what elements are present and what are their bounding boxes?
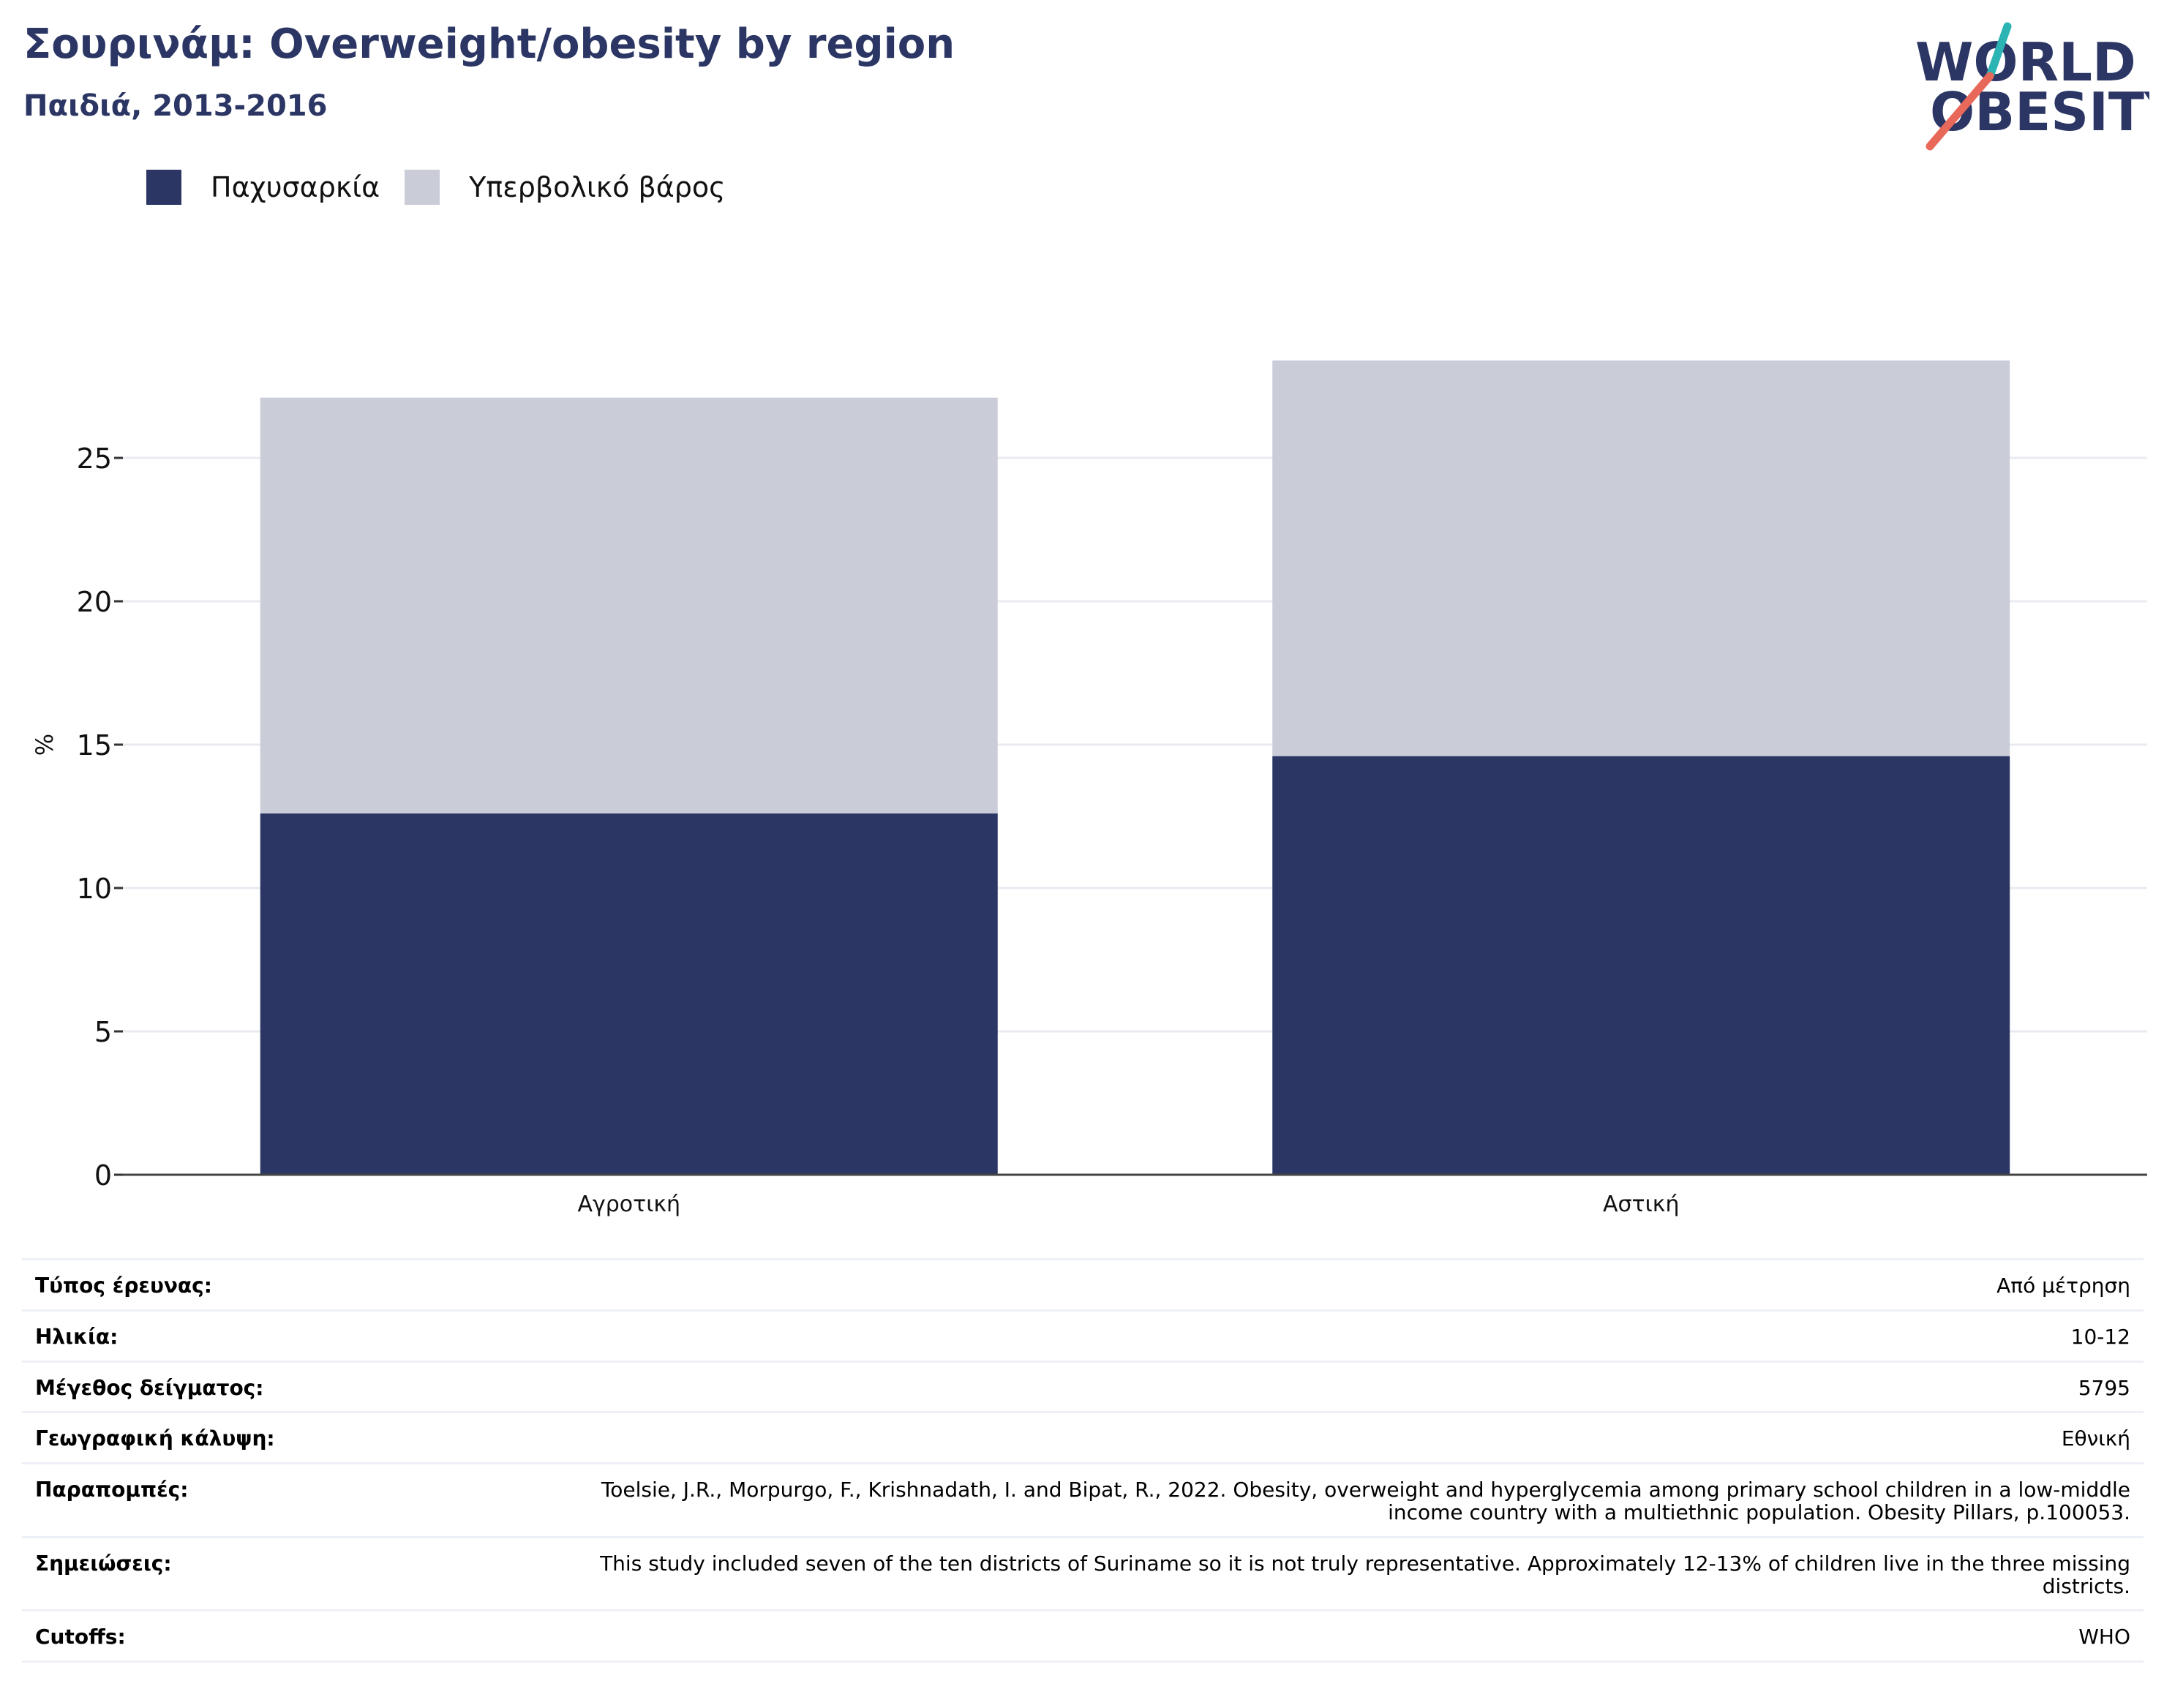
legend-swatch-obesity <box>146 170 181 205</box>
info-row-age: Ηλικία: 10-12 <box>22 1309 2144 1362</box>
logo-line1: WORLD <box>1915 31 2136 93</box>
info-value: WHO <box>560 1609 2144 1663</box>
logo-line2: OBESITY <box>1930 81 2149 143</box>
legend-label-overweight: Υπερβολικό βάρος <box>469 171 726 203</box>
info-value: 5795 <box>560 1360 2144 1412</box>
y-tick-label: 25 <box>77 443 112 475</box>
info-value: 10-12 <box>560 1309 2144 1362</box>
bar-obesity <box>260 813 998 1175</box>
y-tick-label: 20 <box>77 586 112 618</box>
info-row-references: Παραπομπές: Toelsie, J.R., Morpurgo, F.,… <box>22 1462 2144 1538</box>
bar-chart: 0 5 10 15 20 25 Αγροτική Αστική% <box>31 360 2147 1217</box>
info-value: Toelsie, J.R., Morpurgo, F., Krishnadath… <box>560 1462 2144 1538</box>
legend-label-obesity: Παχυσαρκία <box>211 171 380 203</box>
info-key: Τύπος έρευνας: <box>22 1258 560 1311</box>
info-key: Ηλικία: <box>22 1309 560 1362</box>
info-row-cutoffs: Cutoffs: WHO <box>22 1609 2144 1663</box>
y-axis-label: % <box>31 734 59 756</box>
info-row-survey-type: Τύπος έρευνας: Από μέτρηση <box>22 1258 2144 1311</box>
legend-item-obesity[interactable]: Παχυσαρκία <box>146 170 380 205</box>
y-tick-label: 10 <box>77 873 112 905</box>
info-value: Εθνική <box>560 1411 2144 1464</box>
legend: Παχυσαρκία Υπερβολικό βάρος <box>146 167 750 208</box>
y-tick-label: 15 <box>77 729 112 761</box>
bar-overweight <box>1272 360 2010 756</box>
info-key: Γεωγραφική κάλυψη: <box>22 1411 560 1464</box>
info-row-sample-size: Μέγεθος δείγματος: 5795 <box>22 1360 2144 1412</box>
info-key: Παραπομπές: <box>22 1462 560 1538</box>
legend-item-overweight[interactable]: Υπερβολικό βάρος <box>405 170 725 205</box>
x-tick-label: Αστική <box>1603 1192 1679 1217</box>
y-tick-label: 0 <box>94 1159 112 1192</box>
chart-title: Σουρινάμ: Overweight/obesity by region <box>23 20 955 68</box>
world-obesity-logo: WORLD OBESITY <box>1915 22 2149 151</box>
info-value: This study included seven of the ten dis… <box>560 1535 2144 1611</box>
info-row-notes: Σημειώσεις: This study included seven of… <box>22 1535 2144 1611</box>
info-value: Από μέτρηση <box>560 1258 2144 1311</box>
x-tick-label: Αγροτική <box>577 1192 680 1217</box>
info-table: Τύπος έρευνας: Από μέτρηση Ηλικία: 10-12… <box>22 1258 2144 1663</box>
info-key: Σημειώσεις: <box>22 1535 560 1611</box>
bar-obesity <box>1272 756 2010 1175</box>
logo-teal-stroke <box>1985 22 2012 80</box>
info-key: Μέγεθος δείγματος: <box>22 1360 560 1412</box>
info-key: Cutoffs: <box>22 1609 560 1663</box>
chart-subtitle: Παιδιά, 2013-2016 <box>23 89 328 123</box>
legend-swatch-overweight <box>405 170 440 205</box>
bar-overweight <box>260 397 998 814</box>
y-tick-label: 5 <box>94 1016 112 1048</box>
logo-red-stroke <box>1926 72 1994 151</box>
info-row-coverage: Γεωγραφική κάλυψη: Εθνική <box>22 1411 2144 1464</box>
